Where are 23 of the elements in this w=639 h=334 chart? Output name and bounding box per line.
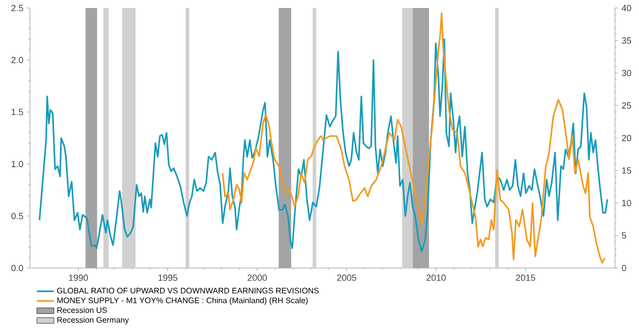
y-tick-label: 2.5 [11, 4, 24, 12]
y2-tick-label: 5 [622, 232, 626, 239]
y2-tick-label: 15 [622, 167, 632, 174]
y-tick-label: 0.5 [11, 212, 24, 220]
y-tick-label: 1.5 [12, 108, 24, 116]
x-tick-label: 2010 [426, 274, 446, 281]
y-tick-label: 2.0 [11, 56, 24, 64]
x-tick-label: 1995 [158, 274, 178, 281]
y2-tick-label: 20 [622, 134, 632, 142]
x-tick-label: 2005 [337, 274, 356, 281]
y-tick-label: 1.0 [12, 160, 24, 168]
y2-tick-label: 40 [622, 4, 632, 12]
x-tick-label: 2000 [248, 274, 267, 281]
y2-tick-label: 25 [622, 102, 632, 109]
line-series [38, 38, 608, 252]
y2-tick-label: 0 [622, 264, 626, 272]
y2-tick-label: 30 [622, 70, 632, 76]
x-tick-label: 2015 [516, 274, 536, 281]
y-tick-label: 0.0 [11, 264, 24, 272]
y2-tick-label: 10 [622, 200, 632, 206]
x-tick-label: 1990 [69, 274, 88, 281]
line-series [222, 12, 606, 264]
y2-tick-label: 35 [622, 37, 632, 44]
